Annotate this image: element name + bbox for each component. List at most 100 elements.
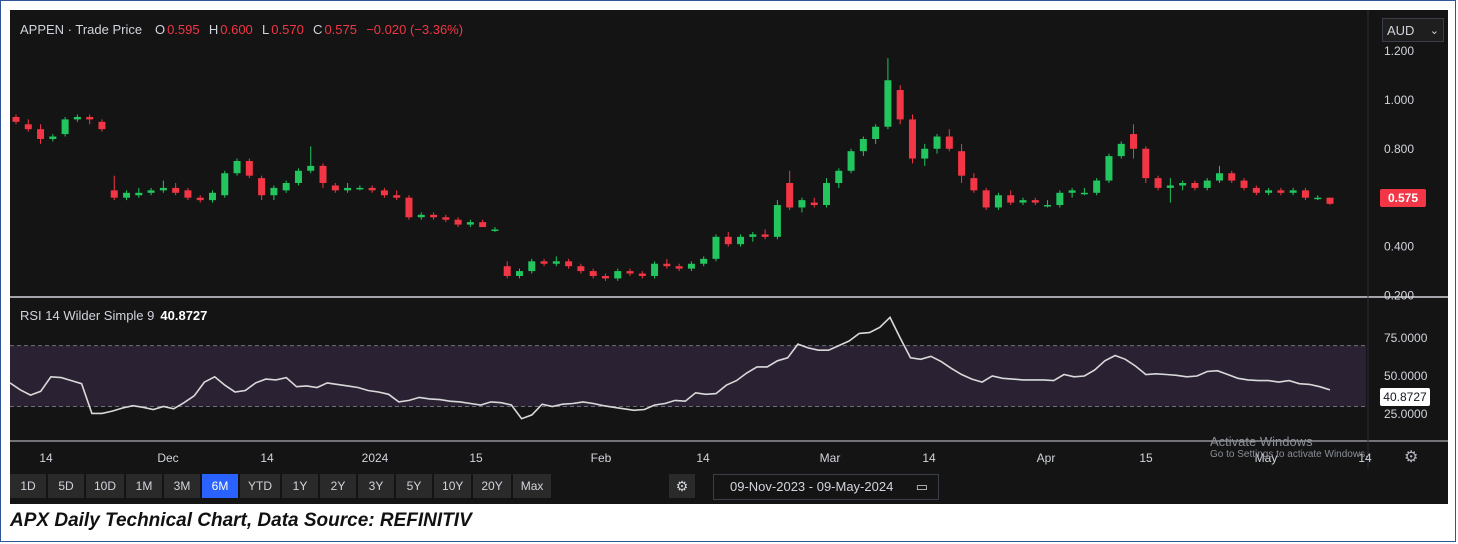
- timeframe-button-1m[interactable]: 1M: [126, 474, 163, 498]
- candle-body: [540, 261, 548, 264]
- candle-body: [380, 190, 388, 196]
- time-tick-label: Feb: [591, 451, 612, 465]
- candle-body: [282, 183, 290, 191]
- candle-body: [847, 151, 855, 171]
- candle-body: [1154, 178, 1162, 188]
- candle-body: [221, 173, 229, 196]
- chart-panel[interactable]: 0.200 0.400 0.600 0.800 1.000 1.200 25.0000 50.…: [10, 10, 1448, 504]
- low-label: L: [262, 22, 270, 37]
- time-tick-label: 14: [39, 451, 53, 465]
- candle-body: [515, 271, 523, 276]
- watermark-line2: Go to Settings to activate Windows.: [1210, 449, 1368, 461]
- chevron-down-icon: ⌄: [1429, 25, 1439, 37]
- candle-body: [61, 119, 69, 135]
- candle-body: [1117, 143, 1125, 157]
- gear-icon[interactable]: ⚙: [1404, 449, 1419, 466]
- date-range-picker[interactable]: 09-Nov-2023 - 09-May-2024 ▭: [713, 474, 939, 500]
- candle-body: [1240, 180, 1248, 188]
- candle-body: [135, 192, 143, 196]
- candle-body: [159, 187, 167, 191]
- open-label: O: [154, 22, 166, 37]
- rsi-tick-label: 50.0000: [1384, 369, 1428, 383]
- candle-body: [344, 187, 352, 191]
- candle-body: [1179, 183, 1187, 186]
- time-tick-label: 2024: [362, 451, 389, 465]
- timeframe-button-3y[interactable]: 3Y: [358, 474, 395, 498]
- activate-windows-watermark: Activate Windows Go to Settings to activ…: [1210, 434, 1368, 461]
- candle-body: [491, 229, 499, 231]
- candle-body: [245, 160, 253, 176]
- candle-body: [123, 192, 131, 198]
- candle-body: [1166, 185, 1174, 188]
- candle-body: [196, 197, 204, 201]
- candle-body: [614, 271, 622, 279]
- candle-body: [908, 119, 916, 159]
- candle-body: [442, 217, 450, 220]
- rsi-tick-label: 75.0000: [1384, 331, 1428, 345]
- candle-body: [98, 121, 106, 130]
- candle-body: [1068, 190, 1076, 193]
- price-tick-label: 1.200: [1384, 44, 1414, 58]
- candle-body: [626, 271, 634, 274]
- timeframe-button-5y[interactable]: 5Y: [396, 474, 433, 498]
- timeframe-button-2y[interactable]: 2Y: [320, 474, 357, 498]
- candle-body: [184, 190, 192, 198]
- timeframe-button-1y[interactable]: 1Y: [282, 474, 319, 498]
- time-tick-label: Mar: [820, 451, 841, 465]
- timeframe-toolbar: 1D 5D 10D 1M 3M 6M YTD 1Y 2Y 3Y 5Y 10Y 20Y Max: [10, 474, 553, 498]
- candle-body: [663, 263, 671, 267]
- candle-body: [172, 187, 180, 193]
- price-tick-label: 0.800: [1384, 142, 1414, 156]
- candle-body: [1130, 134, 1138, 149]
- candle-body: [1142, 148, 1150, 179]
- candle-body: [823, 183, 831, 206]
- candle-body: [724, 236, 732, 245]
- timeframe-button-5d[interactable]: 5D: [48, 474, 84, 498]
- rsi-band: [10, 345, 1366, 407]
- timeframe-button-max[interactable]: Max: [512, 474, 552, 498]
- timeframe-button-ytd[interactable]: YTD: [240, 474, 281, 498]
- open-value: 0.595: [167, 22, 200, 37]
- timeframe-button-20y[interactable]: 20Y: [473, 474, 511, 498]
- chart-canvas[interactable]: 0.200 0.400 0.600 0.800 1.000 1.200 25.0000 50.…: [10, 10, 1448, 504]
- toolbar-gear-icon[interactable]: ⚙: [669, 474, 695, 498]
- close-value: 0.575: [324, 22, 357, 37]
- candle-body: [73, 116, 81, 120]
- candle-body: [233, 160, 241, 174]
- candle-body: [786, 183, 794, 208]
- candle-body: [1326, 197, 1334, 204]
- currency-select[interactable]: AUD ⌄: [1382, 18, 1444, 42]
- candle-body: [638, 273, 646, 276]
- candle-body: [1228, 173, 1236, 181]
- candle-body: [601, 275, 609, 279]
- timeframe-button-3m[interactable]: 3M: [164, 474, 201, 498]
- candle-body: [700, 258, 708, 264]
- candle-body: [49, 136, 57, 139]
- high-value: 0.600: [220, 22, 253, 37]
- candle-body: [712, 236, 720, 259]
- candle-body: [970, 178, 978, 191]
- candle-body: [761, 234, 769, 237]
- timeframe-button-10d[interactable]: 10D: [86, 474, 125, 498]
- candle-body: [405, 197, 413, 218]
- candle-body: [503, 266, 511, 276]
- candle-body: [258, 178, 266, 196]
- timeframe-button-10y[interactable]: 10Y: [434, 474, 472, 498]
- candle-body: [1301, 190, 1309, 198]
- timeframe-button-1d[interactable]: 1D: [10, 474, 46, 498]
- candle-body: [1007, 195, 1015, 203]
- candle-body: [1265, 190, 1273, 193]
- time-tick-label: 15: [1139, 451, 1153, 465]
- candle-body: [24, 124, 32, 130]
- candle-body: [208, 192, 216, 201]
- timeframe-button-6m[interactable]: 6M: [202, 474, 239, 498]
- candle-body: [1215, 173, 1223, 181]
- candle-body: [479, 222, 487, 228]
- symbol-label: APPEN · Trade Price: [20, 22, 143, 37]
- candle-body: [528, 261, 536, 272]
- rsi-legend: RSI 14 Wilder Simple 9 40.8727: [20, 308, 207, 323]
- watermark-line1: Activate Windows: [1210, 434, 1313, 449]
- time-tick-label: 15: [469, 451, 483, 465]
- candle-body: [565, 261, 573, 267]
- candle-body: [294, 170, 302, 184]
